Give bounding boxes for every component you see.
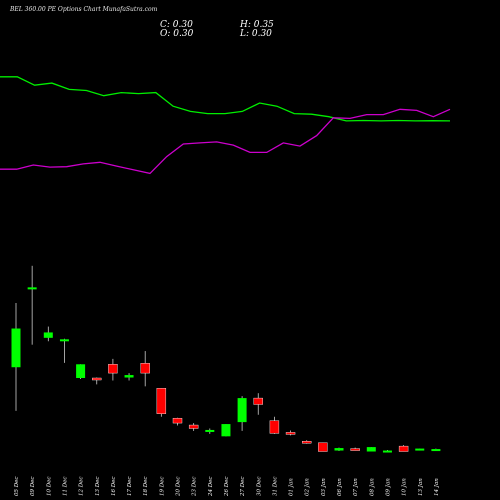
x-tick-label: 09 Dec: [30, 477, 36, 497]
x-tick-label: 17 Dec: [127, 477, 133, 497]
candle-body: [350, 448, 360, 451]
x-tick-label: 13 Jan: [418, 478, 424, 496]
x-tick-label: 27 Dec: [240, 477, 246, 498]
x-tick-label: 10 Jan: [402, 478, 408, 496]
candle-body: [398, 445, 409, 452]
candle-body: [382, 450, 392, 453]
x-tick-label: 26 Dec: [224, 477, 230, 498]
candle-body: [140, 363, 150, 374]
magenta-indicator-line: [0, 108, 451, 175]
x-tick-label: 30 Dec: [256, 477, 262, 497]
candle-body: [124, 375, 134, 378]
x-tick-label: 09 Jan: [385, 478, 391, 496]
x-tick-label: 01 Jan: [289, 478, 295, 496]
candle-body: [11, 328, 21, 368]
x-tick-label: 19 Dec: [159, 477, 165, 497]
candle-body: [334, 448, 344, 451]
candle-body: [221, 424, 231, 437]
candle-body: [285, 432, 296, 435]
candle-body: [237, 398, 247, 423]
candle-body: [366, 447, 376, 452]
x-tick-label: 18 Dec: [143, 477, 149, 497]
candle-body: [302, 441, 312, 444]
candle-body: [172, 417, 183, 424]
close-readout: C: 0.30: [160, 20, 193, 30]
x-tick-label: 06 Jan: [337, 478, 343, 496]
x-tick-label: 20 Dec: [176, 477, 182, 498]
candle-body: [27, 287, 37, 290]
candle-body: [318, 442, 328, 452]
x-tick-label: 07 Jan: [353, 478, 359, 496]
chart-title: BEL 360.00 PE Options Chart MunafaSutra.…: [10, 6, 158, 13]
candle-body: [188, 424, 199, 429]
x-tick-label: 11 Dec: [62, 477, 68, 497]
x-tick-label: 16 Dec: [111, 477, 117, 497]
x-tick-label: 02 Jan: [305, 478, 311, 496]
candle-body: [108, 364, 118, 374]
candle-body: [59, 339, 69, 342]
candle-body: [253, 397, 263, 405]
x-tick-label: 05 Dec: [14, 477, 20, 497]
candle-body: [415, 448, 425, 451]
candle-body: [205, 429, 215, 432]
open-readout: O: 0.30: [160, 29, 194, 39]
x-tick-label: 13 Dec: [95, 477, 101, 497]
candle-body: [92, 377, 102, 381]
candle-body: [43, 332, 53, 338]
x-tick-label: 23 Dec: [192, 477, 198, 498]
low-readout: L: 0.30: [240, 29, 272, 39]
x-tick-label: 08 Jan: [369, 478, 375, 496]
x-tick-label: 24 Dec: [208, 477, 214, 498]
x-tick-label: 10 Dec: [46, 477, 52, 497]
green-indicator-line: [0, 76, 451, 122]
x-tick-label: 12 Dec: [79, 477, 85, 497]
x-tick-label: 31 Dec: [272, 477, 278, 497]
candle-body: [269, 420, 280, 434]
high-readout: H: 0.35: [240, 20, 274, 30]
candle-body: [431, 449, 441, 452]
candle-body: [76, 364, 86, 379]
x-tick-label: 14 Jan: [434, 478, 440, 496]
candle-body: [156, 388, 167, 414]
x-tick-label: 03 Jan: [321, 478, 327, 496]
